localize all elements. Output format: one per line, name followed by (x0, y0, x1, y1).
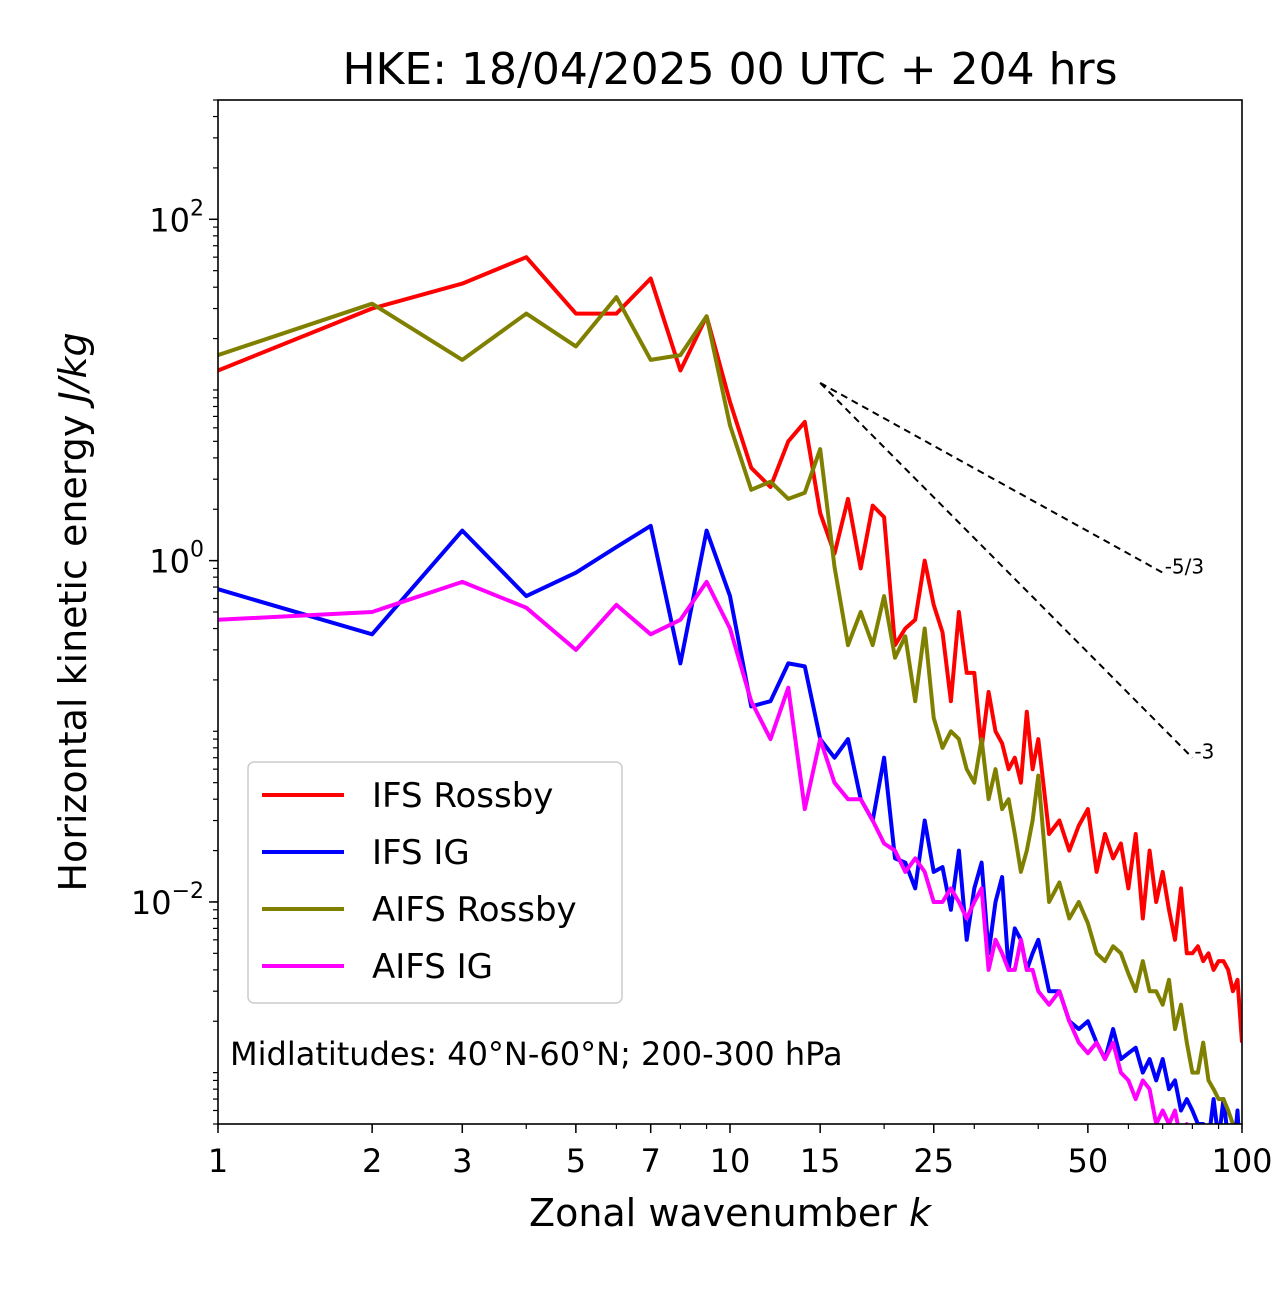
x-axis-ticks: 1 2 3 5 7 10 15 25 50 100 (208, 1124, 1273, 1180)
y-tick-label: 100 (149, 538, 204, 581)
legend: IFS Rossby IFS IG AIFS Rossby AIFS IG (247, 761, 623, 1004)
slope-label: -5/3 (1165, 555, 1204, 579)
slope-label: -3 (1194, 740, 1214, 764)
y-axis-ticks: 102 100 10−2 (131, 99, 218, 1125)
x-tick-label: 1 (208, 1142, 228, 1180)
y-tick-label: 102 (149, 196, 204, 239)
slope-line (819, 382, 1194, 759)
slope-line (819, 382, 1164, 574)
legend-label: IFS Rossby (372, 776, 553, 816)
x-axis-label: Zonal wavenumber k (529, 1191, 933, 1235)
reference-slopes: -5/3 -3 (819, 382, 1214, 764)
chart-title: HKE: 18/04/2025 00 UTC + 204 hrs (342, 44, 1117, 95)
region-annotation: Midlatitudes: 40°N-60°N; 200-300 hPa (230, 1035, 843, 1073)
x-tick-label: 3 (452, 1142, 472, 1180)
x-tick-label: 50 (1068, 1142, 1109, 1180)
x-tick-label: 25 (913, 1142, 954, 1180)
x-tick-label: 2 (362, 1142, 382, 1180)
series-layer (218, 255, 1242, 1124)
series-line (218, 255, 1242, 1043)
series-line (218, 295, 1235, 1124)
series-line (218, 523, 1241, 1124)
legend-box (247, 761, 623, 1004)
legend-label: IFS IG (372, 833, 470, 873)
y-axis-label: Horizontal kinetic energy J/kg (51, 332, 95, 891)
x-tick-label: 15 (800, 1142, 841, 1180)
x-tick-label: 5 (566, 1142, 586, 1180)
legend-label: AIFS IG (372, 947, 493, 987)
y-tick-label: 10−2 (131, 879, 204, 922)
legend-items: IFS Rossby IFS IG AIFS Rossby AIFS IG (262, 776, 577, 987)
legend-label: AIFS Rossby (372, 890, 577, 930)
x-tick-label: 100 (1211, 1142, 1272, 1180)
x-tick-label: 7 (641, 1142, 661, 1180)
x-tick-label: 10 (710, 1142, 751, 1180)
series-line (218, 579, 1189, 1124)
